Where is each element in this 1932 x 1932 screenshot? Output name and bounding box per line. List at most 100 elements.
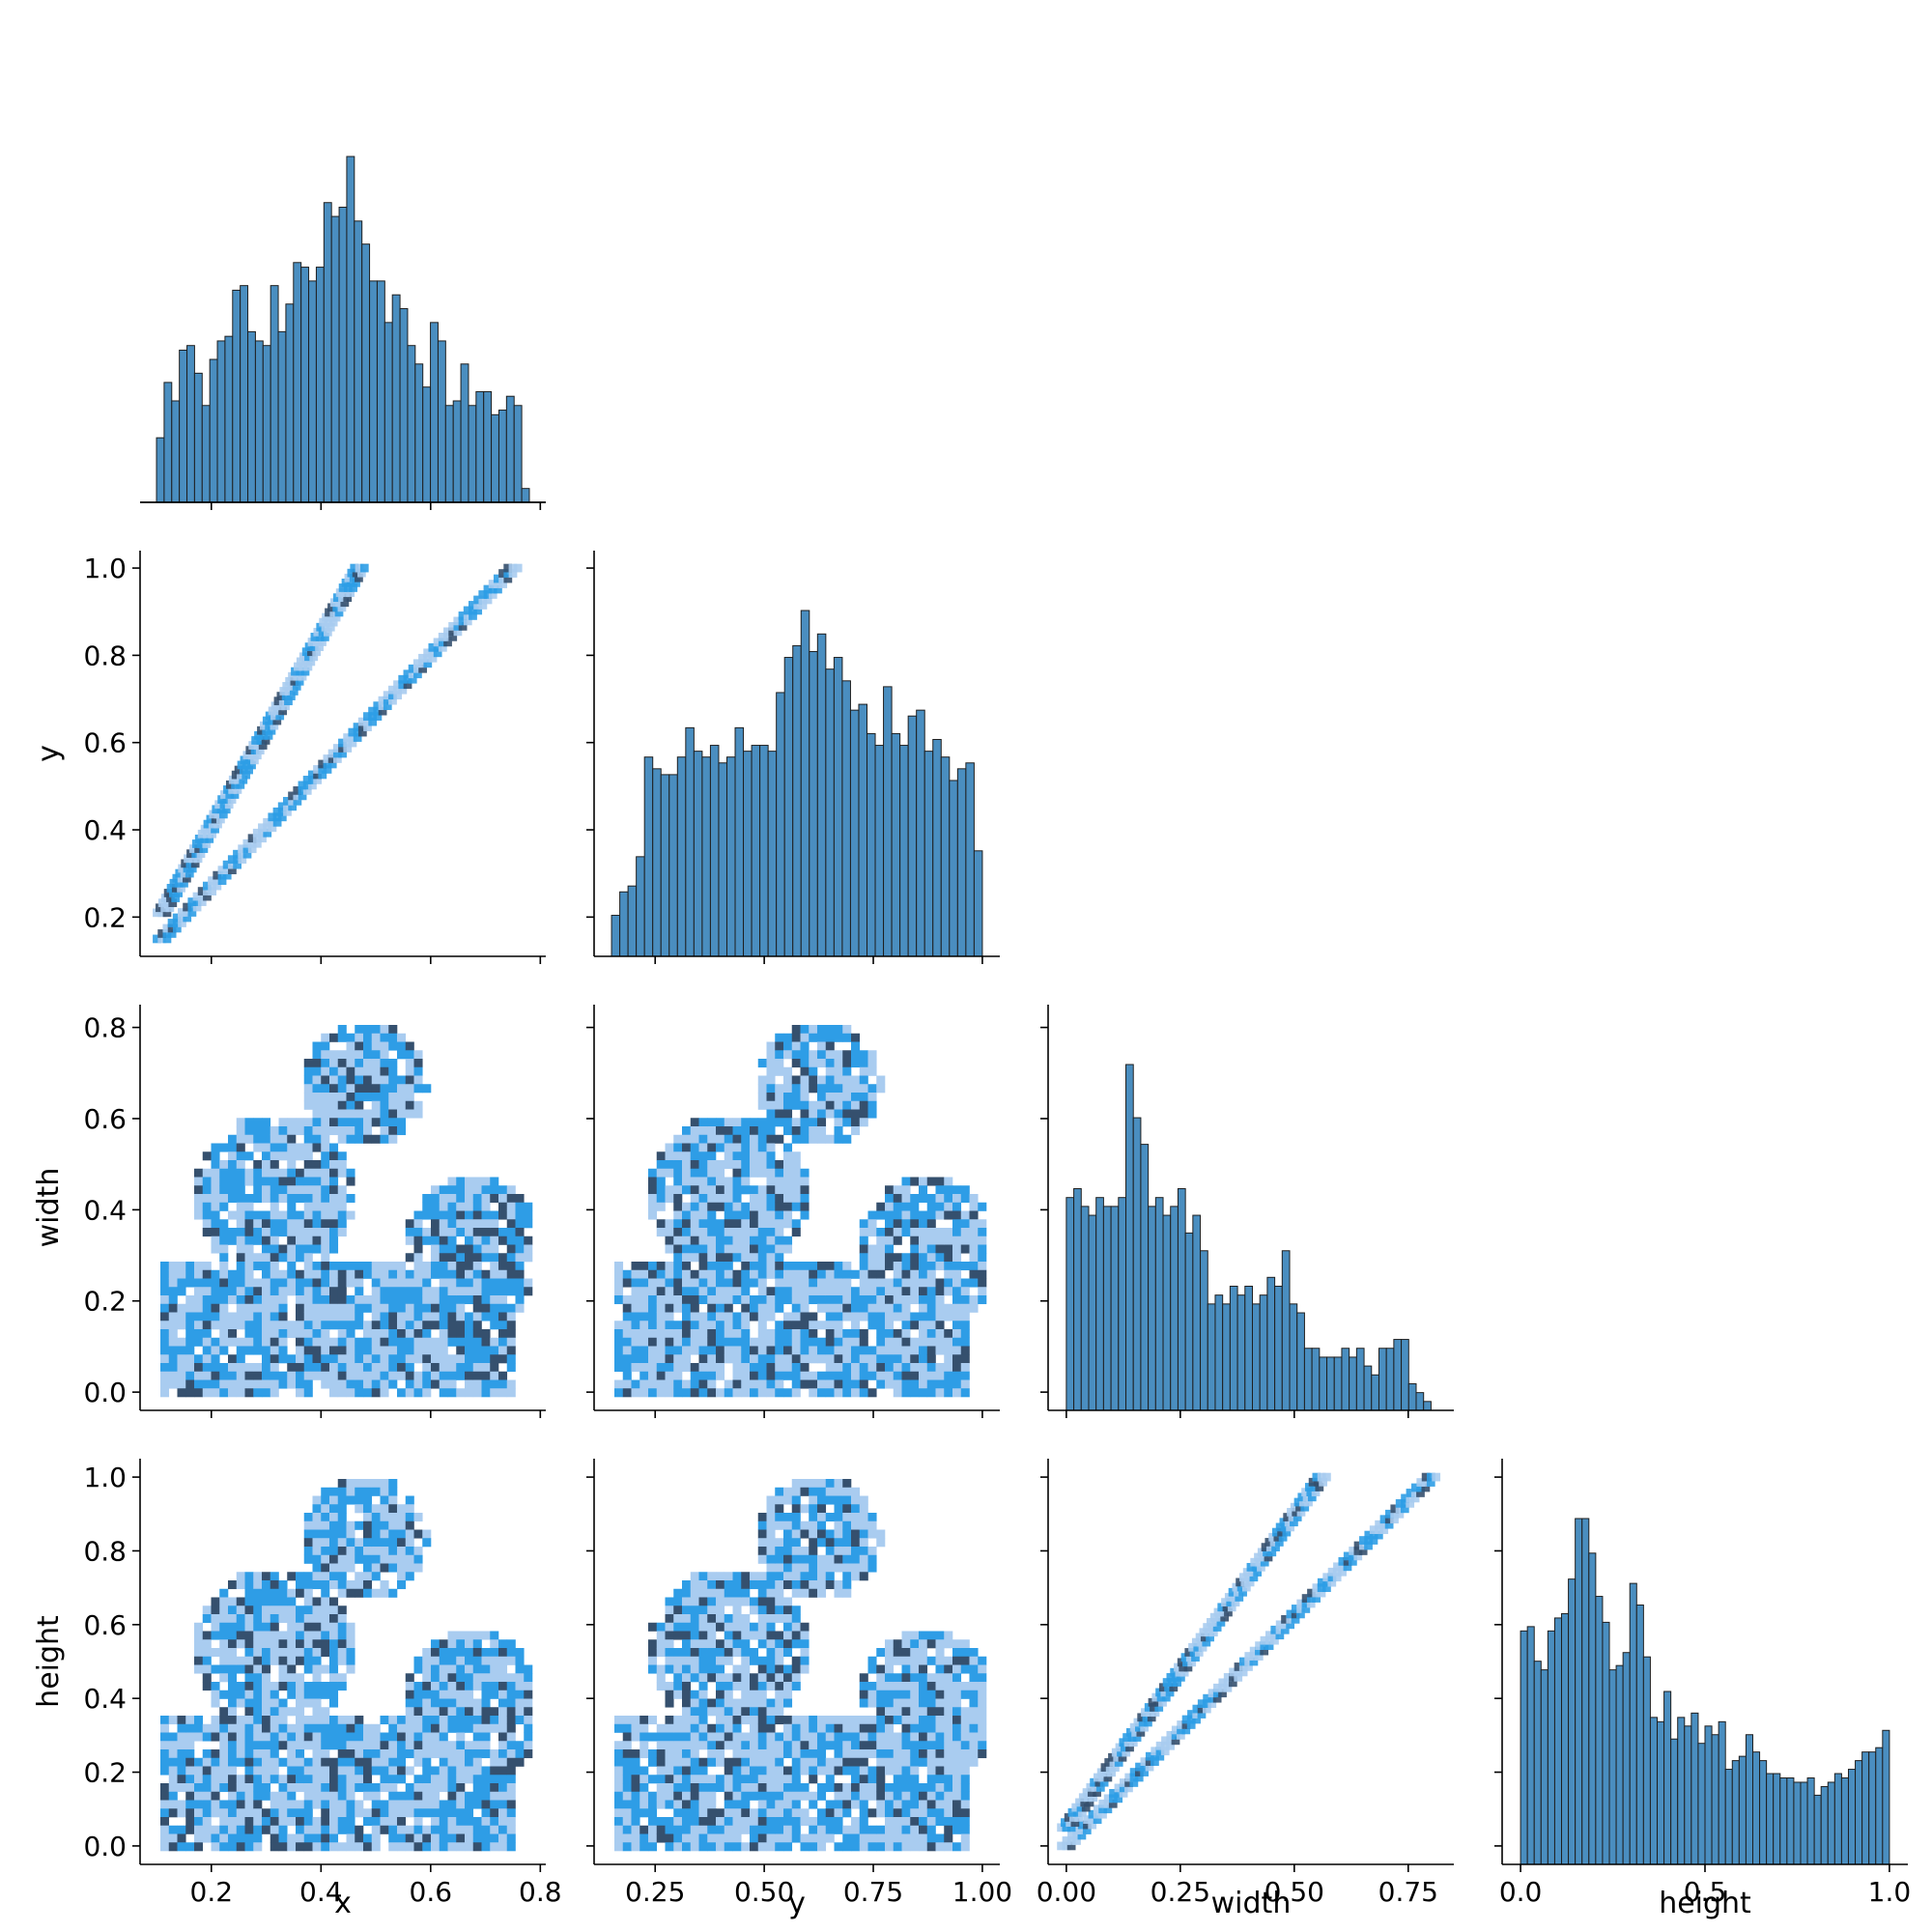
density-cell [227,855,237,865]
density-cell [935,1262,945,1271]
density-cell [185,1337,195,1347]
density-cell [750,1842,759,1852]
density-cell [312,1554,322,1564]
density-cell [859,1388,868,1398]
density-cell [732,1800,742,1809]
density-cell [682,1707,692,1717]
density-cell [397,1580,407,1590]
density-cell [775,1664,784,1674]
density-cell [885,1741,895,1750]
density-cell [809,1817,818,1827]
density-cell [236,1622,245,1632]
density-cell [851,1538,861,1548]
density-cell [388,1808,398,1818]
density-cell [859,1329,868,1339]
density-cell [783,1160,793,1170]
density-cell [194,1287,204,1296]
density-cell [321,1547,330,1556]
density-cell [639,1363,649,1373]
density-cell [690,1185,699,1195]
density-cell [242,844,252,854]
density-cell [253,1766,263,1776]
density-cell [944,1371,953,1380]
density-cell [716,1749,725,1759]
density-cell [783,1093,793,1102]
density-cell [224,800,234,810]
density-cell [682,1134,692,1144]
density-cell [262,1588,271,1598]
density-cell [240,755,249,765]
density-cell [698,1825,708,1834]
density-cell [253,1622,263,1632]
density-cell [506,1682,516,1691]
density-cell [775,1354,784,1364]
density-cell [472,1194,482,1204]
density-cell [741,1346,751,1355]
density-cell [244,1833,254,1843]
density-cell [825,1321,835,1330]
density-cell [506,1329,516,1339]
density-cell [481,1741,491,1750]
density-cell [690,1690,699,1699]
hist-bar-x [376,280,385,503]
density-cell [312,1707,322,1717]
hist-bar-height [1635,1605,1644,1865]
density-cell [439,1690,448,1699]
density-cell [363,1808,373,1818]
density-cell [321,1262,330,1271]
density-cell [296,1303,305,1313]
density-cell [363,1766,373,1776]
density-cell [716,1614,725,1624]
density-cell [439,1842,448,1852]
density-cell [270,1312,279,1321]
density-cell [303,1605,313,1615]
density-cell [278,1639,288,1649]
density-cell [673,1605,683,1615]
density-cell [397,1817,407,1827]
density-cell [175,868,185,878]
density-cell [355,1084,364,1094]
density-cell [842,1075,852,1085]
density-cell [851,1295,861,1305]
density-cell [622,1329,632,1339]
density-cell [817,1495,827,1505]
density-cell [456,1194,466,1204]
density-cell [885,1194,895,1204]
density-cell [926,1228,936,1237]
density-cell [639,1775,649,1784]
density-cell [969,1295,979,1305]
density-cell [716,1698,725,1708]
density-cell [919,1312,928,1321]
density-cell [750,1185,759,1195]
density-cell [817,1741,827,1750]
density-cell [690,1580,699,1590]
density-cell [926,1210,936,1220]
density-cell [281,701,290,711]
density-cell [834,1050,843,1060]
density-cell [194,1354,204,1364]
density-cell [217,795,226,804]
hist-bar-width [1236,1294,1246,1411]
density-cell [515,1707,525,1717]
density-cell [321,1177,330,1186]
density-cell [750,1833,759,1843]
density-cell [413,1084,423,1094]
density-cell [791,1388,801,1398]
density-cell [757,1597,767,1606]
density-cell [244,1732,254,1742]
density-cell [312,1228,322,1237]
density-cell [337,1312,347,1321]
density-cell [321,1572,330,1581]
density-cell [876,1698,886,1708]
density-cell [825,1572,835,1581]
density-cell [766,1346,776,1355]
density-cell [707,1749,717,1759]
density-cell [465,1194,474,1204]
density-cell [910,1269,920,1279]
density-cell [698,1639,708,1649]
density-cell [234,775,242,784]
density-cell [202,1379,212,1389]
density-cell [791,1791,801,1801]
density-cell [371,1337,381,1347]
density-cell [197,829,207,838]
